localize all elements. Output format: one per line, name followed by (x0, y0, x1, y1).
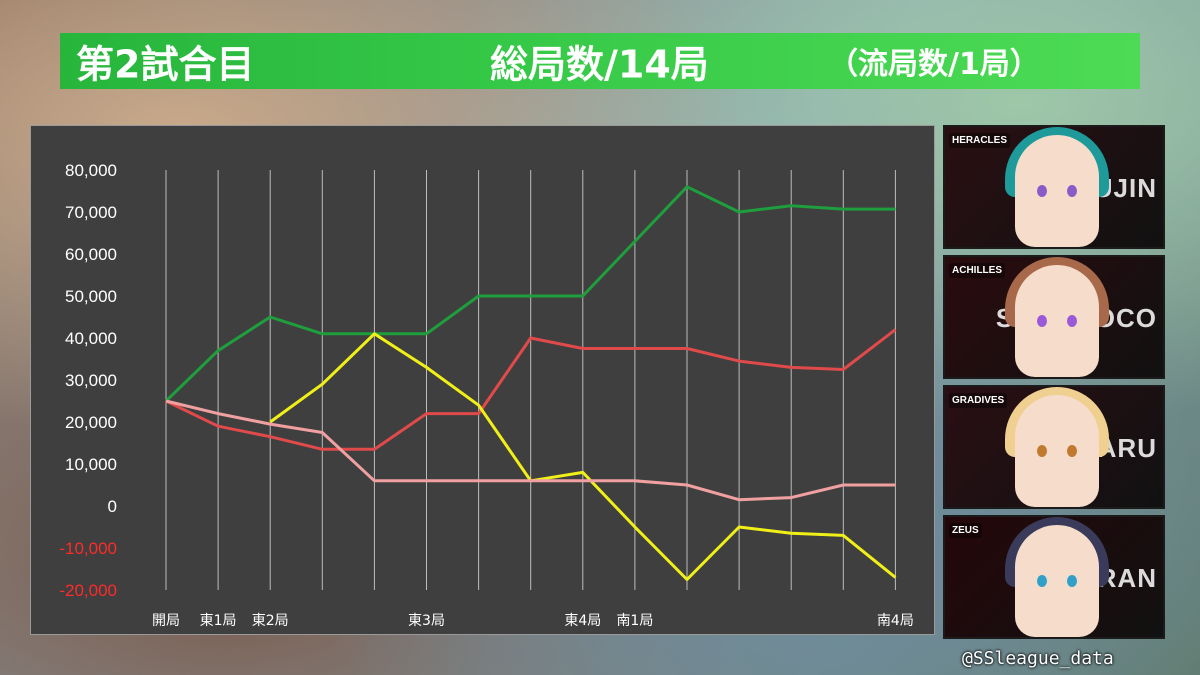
team-logo: HERACLES (949, 133, 1011, 148)
y-tick-label: 40,000 (65, 329, 117, 348)
x-tick-label: 東3局 (408, 613, 445, 629)
x-tick-label: 東1局 (200, 613, 237, 629)
y-tick-label: -10,000 (59, 539, 117, 558)
avatar-eye (1037, 575, 1047, 587)
avatar-face (1015, 135, 1099, 247)
player-card: KIRAN ZEUS (943, 515, 1165, 639)
series-line-1 (165, 328, 897, 451)
y-tick-label: 50,000 (65, 287, 117, 306)
avatar-face (1015, 265, 1099, 377)
series-line-3 (165, 399, 896, 502)
player-card: INARU GRADIVES (943, 385, 1165, 509)
x-tick-label: 南1局 (616, 613, 653, 629)
avatar-eye (1037, 315, 1047, 327)
avatar-eye (1067, 445, 1077, 457)
score-chart: 80,000 70,000 60,000 50,000 40,000 30,000 20,0… (30, 125, 935, 635)
team-logo: ZEUS (949, 523, 982, 538)
avatar-eye (1067, 185, 1077, 197)
y-tick-label: 20,000 (65, 413, 117, 432)
x-tick-label: 南4局 (877, 613, 914, 629)
credit-handle: @SSleague_data (962, 648, 1114, 669)
y-tick-label: 70,000 (65, 203, 117, 222)
avatar-eye (1067, 575, 1077, 587)
player-portraits: RYUJINHERACLESSAKOCOCOACHILLESINARUGRADI… (943, 125, 1165, 645)
player-card: RYUJINHERACLES (943, 125, 1165, 249)
team-logo: GRADIVES (949, 393, 1008, 408)
draw-rounds-label: （流局数/1局） (828, 47, 1040, 82)
series-line-0 (164, 185, 896, 403)
avatar-eye (1037, 445, 1047, 457)
game-number-label: 第2試合目 (76, 42, 255, 87)
score-chart-svg: 80,000 70,000 60,000 50,000 40,000 30,000 20,0… (59, 161, 914, 629)
y-tick-label: 10,000 (65, 455, 117, 474)
team-logo: ACHILLES (949, 263, 1005, 278)
title-banner: 第2試合目 総局数/14局 （流局数/1局） (60, 33, 1140, 89)
x-tick-label: 東4局 (564, 613, 601, 629)
avatar-eye (1037, 185, 1047, 197)
avatar-face (1015, 395, 1099, 507)
x-tick-label: 開局 (152, 613, 180, 629)
total-rounds-label: 総局数/14局 (490, 42, 709, 87)
y-tick-label: 0 (108, 497, 117, 516)
x-tick-label: 東2局 (252, 613, 289, 629)
y-tick-label: -20,000 (59, 581, 117, 600)
y-tick-label: 30,000 (65, 371, 117, 390)
avatar-eye (1067, 315, 1077, 327)
y-tick-label: 60,000 (65, 245, 117, 264)
series-line-2 (269, 332, 897, 581)
y-tick-label: 80,000 (65, 161, 117, 180)
player-card: SAKOCOCOACHILLES (943, 255, 1165, 379)
avatar-face (1015, 525, 1099, 637)
